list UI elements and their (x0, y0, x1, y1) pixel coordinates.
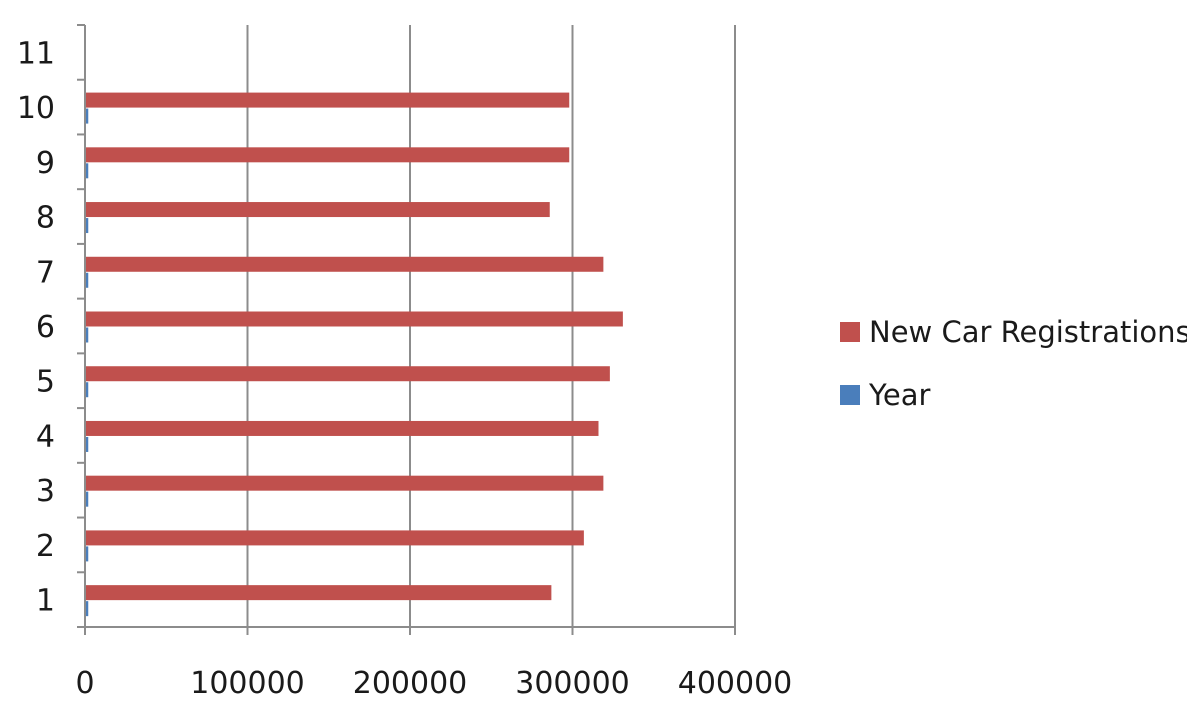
y-tick-label: 5 (36, 365, 55, 400)
bars (85, 92, 623, 617)
x-tick-label: 100000 (190, 666, 305, 701)
y-tick-label: 9 (36, 146, 55, 181)
y-tick-label: 11 (17, 36, 55, 71)
bar-year (85, 163, 89, 179)
bar-year (85, 491, 89, 507)
bar-new-car-registrations (85, 311, 623, 327)
bar-new-car-registrations (85, 585, 552, 601)
y-tick-label: 10 (17, 91, 55, 126)
legend-swatch (840, 322, 860, 342)
y-tick-label: 4 (36, 419, 55, 454)
bar-new-car-registrations (85, 256, 604, 272)
legend-swatch (840, 385, 860, 405)
x-tick-label: 400000 (678, 666, 793, 701)
x-tick-label: 200000 (353, 666, 468, 701)
y-tick-label: 8 (36, 201, 55, 236)
bar-new-car-registrations (85, 475, 604, 491)
bar-new-car-registrations (85, 420, 599, 436)
bar-year (85, 382, 89, 398)
bar-new-car-registrations (85, 366, 610, 382)
bar-new-car-registrations (85, 147, 570, 163)
y-tick-label: 3 (36, 474, 55, 509)
x-tick-label: 0 (75, 666, 94, 701)
legend: New Car Registrations Year (840, 315, 1187, 412)
y-tick-label: 6 (36, 310, 55, 345)
legend-label: Year (868, 378, 930, 412)
bar-year (85, 436, 89, 452)
bar-year (85, 272, 89, 288)
bar-new-car-registrations (85, 92, 570, 108)
x-tick-label: 300000 (515, 666, 630, 701)
bar-year (85, 601, 89, 617)
bar-year (85, 327, 89, 343)
bar-new-car-registrations (85, 530, 584, 546)
legend-label: New Car Registrations (869, 315, 1187, 349)
y-tick-label: 7 (36, 255, 55, 290)
axes: 0 100000 200000 300000 400000 1 2 3 4 5 6 7 8 9 10 11 (17, 24, 793, 701)
y-tick-label: 1 (36, 584, 55, 619)
bar-year (85, 546, 89, 562)
bar-new-car-registrations (85, 202, 550, 218)
bar-year (85, 108, 89, 124)
bar-year (85, 218, 89, 234)
y-tick-label: 2 (36, 529, 55, 564)
